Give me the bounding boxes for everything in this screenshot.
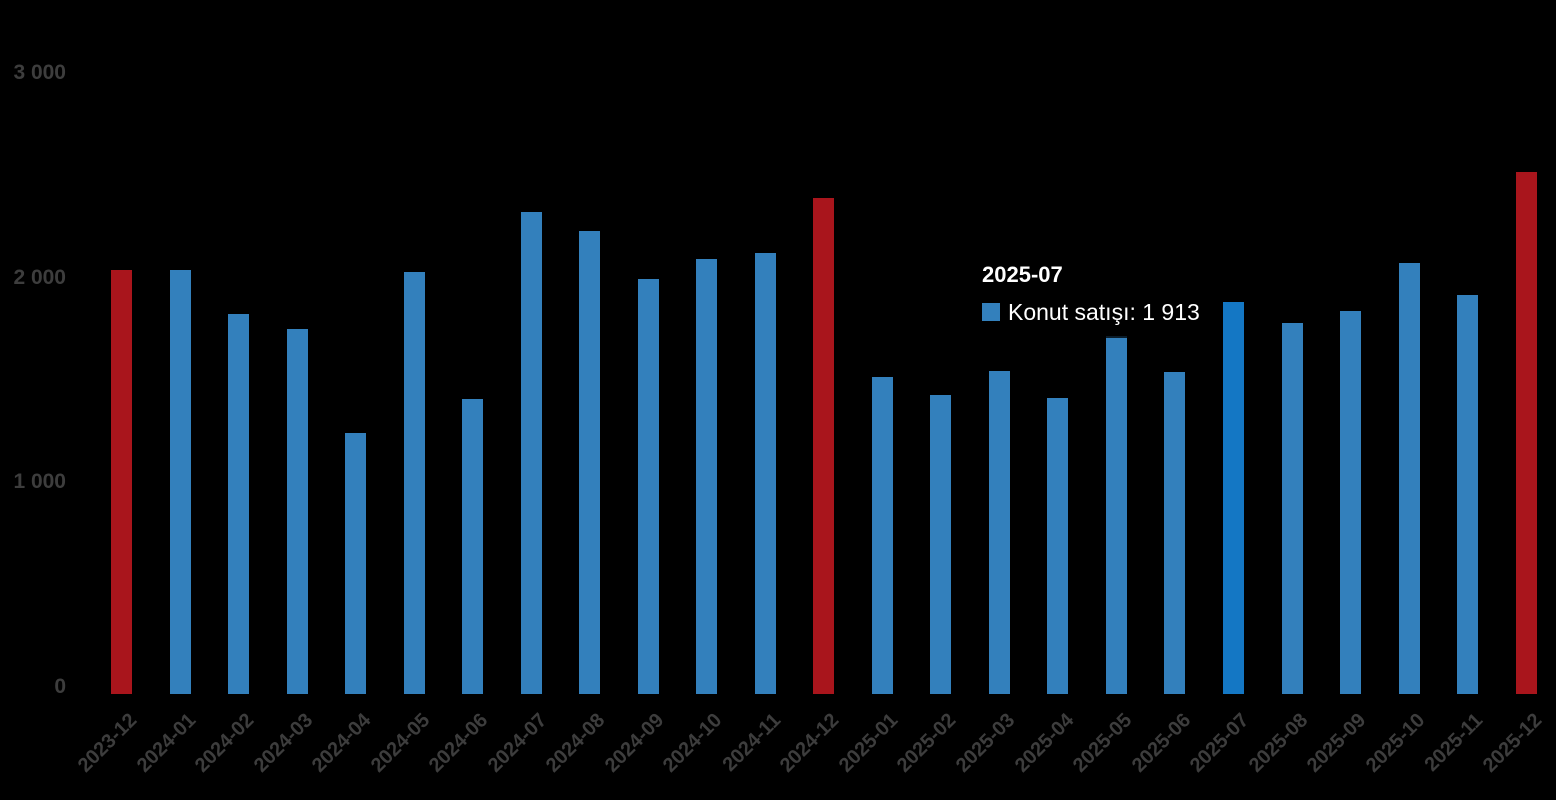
x-axis-label: 2024-11	[718, 709, 786, 776]
bar-2024-04[interactable]	[345, 433, 367, 694]
tooltip-value-text: Konut satışı: 1 913	[1008, 299, 1200, 325]
x-axis-label: 2024-09	[600, 709, 669, 777]
bar-2025-04[interactable]	[1047, 397, 1069, 694]
y-axis-label: 3 000	[13, 61, 66, 84]
x-axis-label: 2024-01	[132, 709, 200, 777]
bar-2024-10[interactable]	[696, 258, 718, 694]
bar-2024-08[interactable]	[579, 230, 601, 694]
bar-2025-12[interactable]	[1515, 171, 1537, 694]
bar-2024-05[interactable]	[403, 271, 425, 694]
bar-2024-02[interactable]	[228, 313, 250, 694]
x-axis-label: 2025-11	[1420, 709, 1488, 776]
bar-2024-12[interactable]	[813, 197, 835, 694]
bar-2025-10[interactable]	[1398, 262, 1420, 694]
x-axis-label: 2025-12	[1478, 709, 1546, 777]
x-axis-label: 2024-06	[425, 709, 493, 777]
bar-2025-02[interactable]	[930, 394, 952, 694]
x-axis-label: 2024-08	[542, 709, 610, 777]
x-axis-label: 2025-02	[893, 709, 961, 777]
x-axis-label: 2024-10	[659, 709, 727, 777]
x-axis-label: 2025-06	[1127, 709, 1195, 777]
x-axis-label: 2025-04	[1010, 709, 1078, 777]
bar-2023-12[interactable]	[111, 270, 133, 694]
x-axis-label: 2024-03	[249, 709, 318, 777]
bar-2025-07[interactable]	[1222, 302, 1244, 694]
x-axis-label: 2025-03	[951, 709, 1020, 777]
bar-2025-03[interactable]	[988, 370, 1010, 694]
bar-2025-09[interactable]	[1340, 310, 1362, 694]
x-axis-label: 2025-10	[1361, 709, 1429, 777]
bar-2025-08[interactable]	[1281, 322, 1303, 694]
tooltip: 2025-07 Konut satışı: 1 913	[966, 250, 1220, 338]
x-axis-label: 2025-05	[1068, 709, 1137, 777]
x-axis-label: 2023-12	[73, 709, 142, 777]
bar-2025-01[interactable]	[871, 376, 893, 694]
bar-2024-06[interactable]	[462, 398, 484, 694]
x-axis-label: 2024-04	[308, 709, 376, 777]
x-axis-label: 2025-09	[1302, 709, 1371, 777]
bar-2025-06[interactable]	[1164, 371, 1186, 694]
x-axis-label: 2025-01	[834, 709, 903, 777]
x-axis-label: 2024-02	[191, 709, 259, 777]
x-axis-label: 2024-07	[483, 709, 552, 777]
x-axis-label: 2024-12	[776, 709, 844, 777]
bar-2024-03[interactable]	[286, 328, 308, 694]
x-axis-label: 2024-05	[366, 709, 435, 777]
y-axis-label: 2 000	[13, 265, 66, 289]
bar-2024-01[interactable]	[169, 270, 191, 694]
bar-2025-11[interactable]	[1457, 294, 1479, 694]
bar-2024-11[interactable]	[754, 252, 776, 694]
tooltip-date: 2025-07	[982, 262, 1063, 287]
tooltip-series-row: Konut satışı: 1 913	[982, 300, 1204, 324]
x-axis-label: 2025-07	[1185, 709, 1254, 777]
series-marker-icon	[982, 303, 1000, 321]
bar-2024-09[interactable]	[637, 278, 659, 694]
y-axis-label: 0	[54, 675, 66, 698]
y-axis-label: 1 000	[13, 470, 66, 494]
x-axis-label: 2025-08	[1244, 709, 1312, 777]
bar-2025-05[interactable]	[1105, 335, 1127, 694]
bar-2024-07[interactable]	[520, 211, 542, 694]
